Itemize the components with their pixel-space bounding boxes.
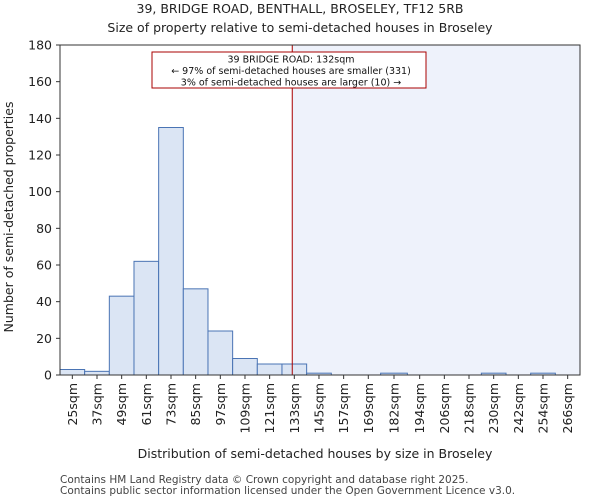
chart-title: 39, BRIDGE ROAD, BENTHALL, BROSELEY, TF1… <box>137 1 464 16</box>
x-tick-label: 25sqm <box>65 383 80 426</box>
plot-frame <box>59 44 581 376</box>
annotation-line-2: ← 97% of semi-detached houses are smalle… <box>171 66 411 77</box>
bar-37sqm <box>84 370 110 376</box>
x-tick-label: 182sqm <box>386 383 401 433</box>
x-tick-label: 61sqm <box>139 383 154 426</box>
bar-109sqm <box>232 358 258 376</box>
y-tick-label: 40 <box>36 294 52 309</box>
bar-133sqm <box>281 363 308 376</box>
x-tick-label: 133sqm <box>287 383 302 433</box>
x-tick-label: 97sqm <box>213 383 228 426</box>
x-tick-label: 85sqm <box>188 383 203 426</box>
chart-subtitle: Size of property relative to semi-detach… <box>107 20 493 35</box>
x-axis-label: Distribution of semi-detached houses by … <box>138 446 493 461</box>
y-tick-label: 60 <box>36 258 52 273</box>
bar-85sqm <box>182 288 209 376</box>
x-tick-label: 73sqm <box>163 383 178 426</box>
y-tick-label: 100 <box>28 184 52 199</box>
x-tick-label: 157sqm <box>336 383 351 433</box>
x-tick-label: 230sqm <box>486 383 501 433</box>
annotation-line-1: 39 BRIDGE ROAD: 132sqm <box>227 55 354 66</box>
y-tick-label: 80 <box>36 221 52 236</box>
x-tick-label: 169sqm <box>361 383 376 433</box>
y-tick-label: 160 <box>28 74 52 89</box>
bar-121sqm <box>256 363 283 376</box>
footer-line-2: Contains public sector information licen… <box>60 485 515 497</box>
bar-97sqm <box>207 330 234 376</box>
x-tick-label: 37sqm <box>89 383 104 426</box>
x-tick-label: 49sqm <box>114 383 129 426</box>
x-tick-label: 218sqm <box>462 383 477 433</box>
x-tick-label: 266sqm <box>560 383 575 433</box>
y-tick-label: 0 <box>44 368 52 383</box>
x-tick-label: 145sqm <box>311 383 326 433</box>
property-annotation: 39 BRIDGE ROAD: 132sqm← 97% of semi-deta… <box>151 51 427 89</box>
x-tick-label: 121sqm <box>262 383 277 433</box>
y-tick-label: 120 <box>28 148 52 163</box>
annotation-line-3: 3% of semi-detached houses are larger (1… <box>181 78 401 89</box>
y-tick-label: 180 <box>28 38 52 53</box>
y-tick-label: 20 <box>36 331 52 346</box>
y-axis-label: Number of semi-detached properties <box>1 102 16 333</box>
footer-line-1: Contains HM Land Registry data © Crown c… <box>60 474 468 486</box>
plot-area: 0 20 40 60 80 100 120 140 160 180 25sqm 37sqm 49sqm 6… <box>28 38 581 433</box>
y-tick-label: 140 <box>28 111 52 126</box>
bar-25sqm <box>59 369 86 376</box>
x-tick-label: 206sqm <box>437 383 452 433</box>
bar-73sqm <box>158 127 184 376</box>
bar-61sqm <box>133 260 160 376</box>
bar-49sqm <box>108 295 135 376</box>
x-tick-label: 254sqm <box>536 383 551 433</box>
larger-region-shading <box>292 45 580 375</box>
x-tick-label: 242sqm <box>511 383 526 433</box>
x-tick-label: 194sqm <box>412 383 427 433</box>
x-tick-label: 109sqm <box>237 383 252 433</box>
annotation-box <box>151 51 427 89</box>
